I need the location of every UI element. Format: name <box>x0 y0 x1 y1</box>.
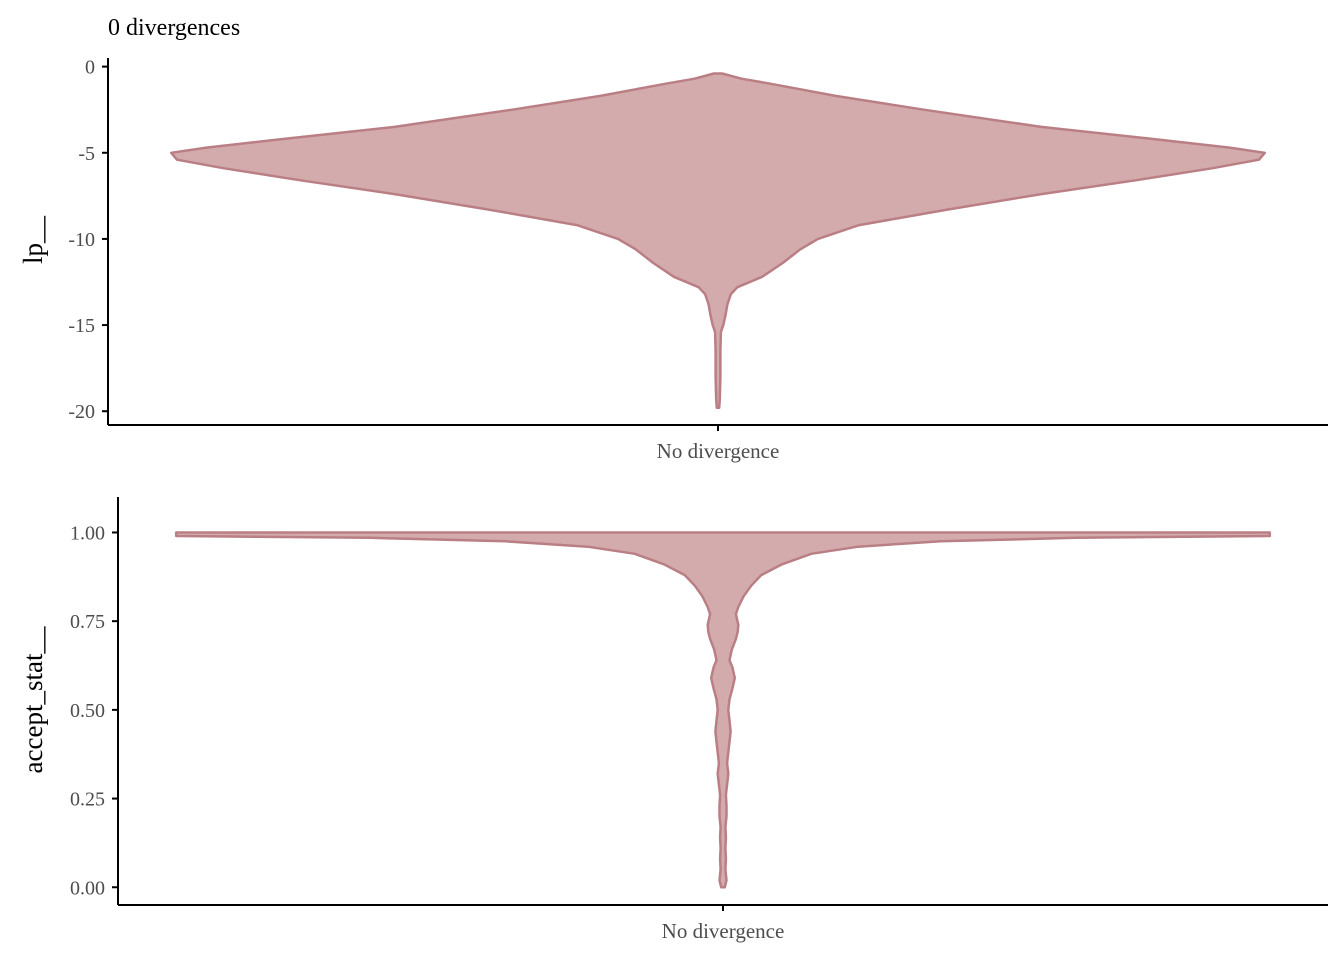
y-tick-label: -20 <box>68 401 95 423</box>
violin-shape <box>169 72 1267 410</box>
panel-lp: 0 -5 -10 -15 -20 No divergence lp__ <box>18 57 1328 463</box>
violin-shape <box>174 531 1272 889</box>
y-tick-label: 0 <box>85 57 95 79</box>
y-tick-label: -5 <box>78 143 95 165</box>
y-tick-label: 0.25 <box>70 789 105 811</box>
x-category-label: No divergence <box>657 439 780 463</box>
y-tick-label: 0.50 <box>70 700 105 722</box>
y-axis-title: accept_stat__ <box>18 626 48 773</box>
y-tick-label: -10 <box>68 229 95 251</box>
chart-title: 0 divergences <box>108 15 240 41</box>
x-category-label: No divergence <box>662 919 785 943</box>
y-tick-label: 0.00 <box>70 877 105 899</box>
y-tick-label: 1.00 <box>70 522 105 544</box>
y-axis-title: lp__ <box>18 216 48 265</box>
panel-accept-stat: 1.00 0.75 0.50 0.25 0.00 No divergence accept_… <box>18 497 1328 943</box>
y-tick-label: -15 <box>68 315 95 337</box>
y-tick-label: 0.75 <box>70 611 105 633</box>
